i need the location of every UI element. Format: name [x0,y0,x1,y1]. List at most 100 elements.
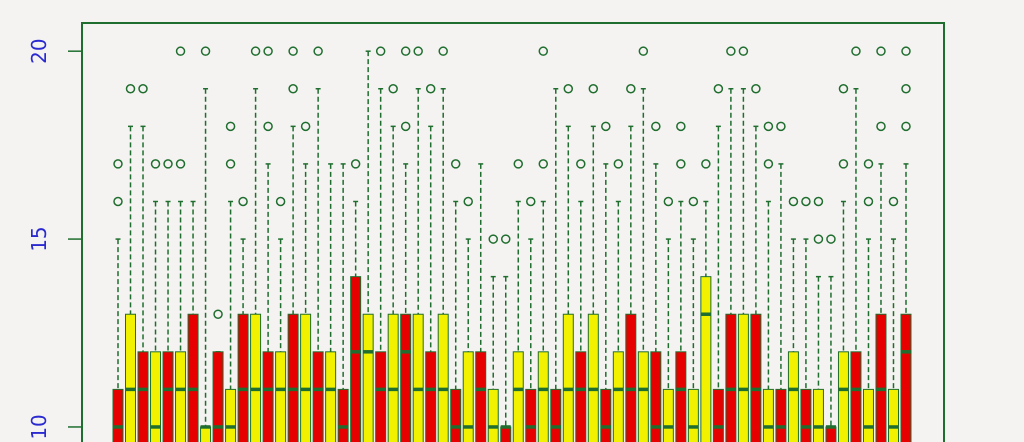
outlier [163,159,173,169]
outlier [113,159,123,169]
outlier [613,159,624,169]
outlier [813,234,824,244]
box [150,351,162,442]
outlier [438,46,448,56]
outlier [651,121,661,132]
box [800,388,812,442]
box [537,351,549,442]
box [850,351,862,442]
box [575,351,587,442]
outlier [513,159,524,169]
outlier [788,196,799,207]
outlier [876,46,886,56]
box [512,351,524,442]
box [137,351,149,442]
outlier [576,159,586,169]
box [337,388,349,442]
box [650,351,662,442]
box [112,388,124,442]
outlier [863,196,874,207]
outlier [113,196,123,207]
outlier [638,46,649,56]
box [875,313,887,442]
box [225,388,237,442]
box [837,351,849,442]
box [262,351,274,442]
outlier [138,84,148,94]
box [162,351,174,442]
outlier [526,196,536,207]
outlier [275,196,286,207]
outlier [388,84,398,94]
outlier [213,309,223,319]
box [425,351,437,442]
outlier [400,46,411,56]
outlier [425,84,436,94]
outlier [701,159,711,169]
box [737,313,749,442]
outlier [375,46,386,56]
outlier [175,46,186,56]
outlier [538,159,549,169]
box [625,313,637,442]
y-tick-label: 15 [27,226,51,251]
box [812,388,824,442]
outlier [288,46,298,56]
outlier [238,196,248,207]
outlier [688,196,699,207]
box [287,313,299,442]
outlier [851,46,861,56]
outlier [838,84,849,94]
box [562,313,574,442]
box [362,313,374,442]
outlier [225,159,236,169]
outlier [601,121,611,132]
outlier [350,159,361,169]
box [900,313,912,442]
box [412,313,424,442]
box [175,351,187,442]
outlier [776,121,786,132]
outlier [200,46,211,56]
outlier [588,84,599,94]
outlier [125,84,136,94]
outlier [300,121,311,132]
box [687,388,699,442]
outlier [676,159,686,169]
box [487,388,499,442]
box [862,388,874,442]
outlier [801,196,811,207]
box [612,351,624,442]
outlier [826,234,836,244]
outlier [263,46,273,56]
box [300,313,312,442]
outlier [726,46,736,56]
box [437,313,449,442]
box [587,313,599,442]
outlier [463,196,473,207]
outlier [626,84,636,94]
outlier [901,46,911,56]
outlier [713,84,724,94]
outlier [150,159,161,169]
outlier [813,196,824,207]
box [125,313,137,442]
outlier [538,46,549,56]
outlier [876,121,886,132]
box [450,388,462,442]
y-tick-label: 20 [27,38,51,63]
outlier [450,159,461,169]
outlier [663,196,674,207]
box [775,388,787,442]
box [187,313,199,442]
outlier [901,121,911,132]
outlier [763,121,774,132]
box [237,313,249,442]
outlier [738,46,749,56]
outlier [888,196,899,207]
outlier [488,234,498,244]
box [250,313,262,442]
box [700,276,712,442]
box [550,388,562,442]
